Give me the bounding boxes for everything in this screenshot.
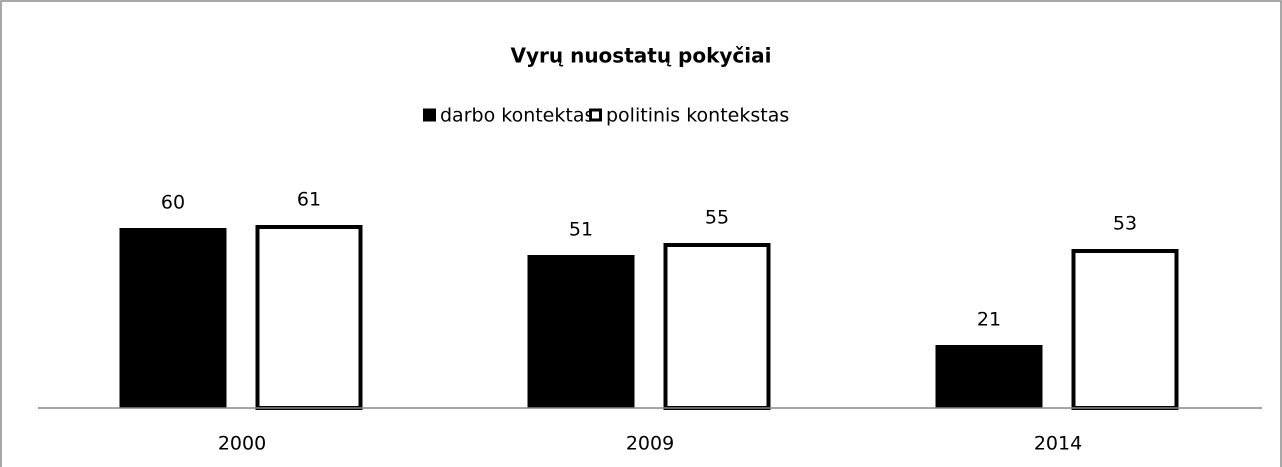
x-tick-label: 2000 [218, 433, 266, 455]
data-label: 55 [705, 207, 729, 229]
bar [255, 225, 363, 410]
data-label: 21 [977, 309, 1001, 331]
data-label: 53 [1113, 213, 1137, 235]
data-label: 60 [161, 192, 185, 214]
bar [119, 228, 227, 408]
data-label: 51 [569, 219, 593, 241]
bar [527, 255, 635, 408]
bar [935, 345, 1043, 408]
bar [1071, 249, 1179, 410]
x-tick-label: 2009 [626, 433, 674, 455]
bar [663, 243, 771, 410]
legend-swatch [423, 108, 436, 122]
legend-label: darbo kontektas [440, 105, 594, 127]
legend-label: politinis kontekstas [606, 105, 789, 127]
data-label: 61 [297, 189, 321, 211]
legend-swatch [589, 108, 602, 122]
x-tick-label: 2014 [1034, 433, 1082, 455]
chart-title: Vyrų nuostatų pokyčiai [511, 44, 772, 68]
